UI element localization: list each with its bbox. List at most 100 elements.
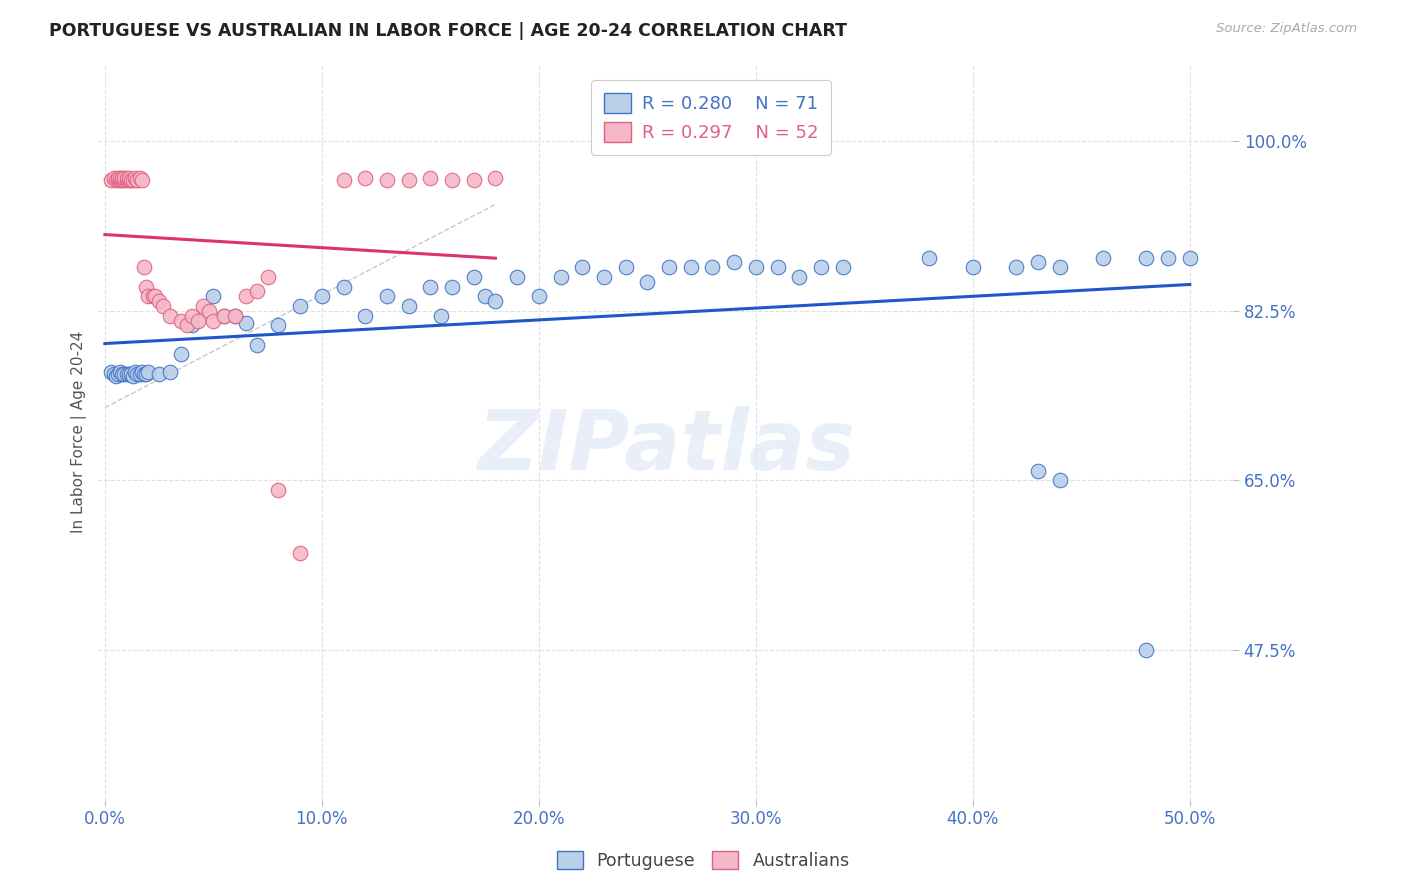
Point: [131, 173, 153, 187]
Point: [375, 289, 398, 303]
Point: [246, 337, 269, 351]
Point: [202, 289, 225, 303]
Point: [124, 365, 146, 379]
Text: Source: ZipAtlas.com: Source: ZipAtlas.com: [1216, 22, 1357, 36]
Point: [170, 313, 193, 327]
Point: [136, 365, 159, 379]
Point: [135, 367, 157, 381]
Point: [593, 269, 616, 284]
Point: [1026, 255, 1049, 269]
Point: [112, 367, 135, 381]
Point: [112, 171, 135, 186]
Point: [484, 171, 506, 186]
Point: [474, 289, 496, 303]
Point: [112, 173, 135, 187]
Point: [118, 367, 141, 381]
Point: [108, 173, 131, 187]
Point: [831, 260, 853, 275]
Point: [441, 173, 464, 187]
Point: [1178, 251, 1201, 265]
Point: [103, 171, 125, 186]
Point: [745, 260, 768, 275]
Point: [118, 171, 141, 186]
Point: [267, 483, 290, 497]
Point: [127, 173, 149, 187]
Point: [159, 309, 181, 323]
Point: [354, 309, 377, 323]
Point: [124, 171, 146, 186]
Point: [115, 367, 138, 381]
Point: [136, 289, 159, 303]
Point: [419, 279, 441, 293]
Point: [288, 299, 311, 313]
Point: [176, 318, 198, 333]
Point: [267, 318, 290, 333]
Legend: R = 0.280    N = 71, R = 0.297    N = 52: R = 0.280 N = 71, R = 0.297 N = 52: [592, 80, 831, 154]
Point: [103, 367, 125, 381]
Point: [127, 367, 149, 381]
Point: [122, 173, 145, 187]
Point: [810, 260, 832, 275]
Point: [636, 275, 658, 289]
Y-axis label: In Labor Force | Age 20-24: In Labor Force | Age 20-24: [72, 331, 87, 533]
Point: [1026, 463, 1049, 477]
Point: [962, 260, 984, 275]
Point: [107, 367, 129, 381]
Point: [332, 173, 354, 187]
Point: [108, 171, 131, 186]
Point: [202, 313, 225, 327]
Point: [107, 171, 129, 186]
Point: [571, 260, 593, 275]
Point: [107, 173, 129, 187]
Point: [120, 367, 142, 381]
Point: [132, 260, 155, 275]
Point: [1157, 251, 1180, 265]
Point: [332, 279, 354, 293]
Point: [131, 365, 153, 379]
Point: [198, 303, 221, 318]
Point: [723, 255, 745, 269]
Point: [375, 173, 398, 187]
Point: [398, 299, 420, 313]
Point: [118, 173, 141, 187]
Point: [256, 269, 278, 284]
Point: [100, 365, 122, 379]
Text: PORTUGUESE VS AUSTRALIAN IN LABOR FORCE | AGE 20-24 CORRELATION CHART: PORTUGUESE VS AUSTRALIAN IN LABOR FORCE …: [49, 22, 848, 40]
Point: [180, 309, 202, 323]
Point: [430, 309, 453, 323]
Point: [787, 269, 810, 284]
Point: [1135, 251, 1157, 265]
Point: [170, 347, 193, 361]
Point: [550, 269, 572, 284]
Point: [111, 367, 134, 381]
Legend: Portuguese, Australians: Portuguese, Australians: [548, 843, 858, 879]
Point: [484, 294, 506, 309]
Point: [527, 289, 550, 303]
Text: ZIPatlas: ZIPatlas: [477, 406, 855, 487]
Point: [1049, 473, 1071, 487]
Point: [142, 289, 165, 303]
Point: [398, 173, 420, 187]
Point: [148, 294, 170, 309]
Point: [104, 173, 127, 187]
Point: [143, 289, 166, 303]
Point: [135, 279, 157, 293]
Point: [100, 173, 122, 187]
Point: [187, 313, 209, 327]
Point: [191, 299, 214, 313]
Point: [212, 309, 235, 323]
Point: [702, 260, 724, 275]
Point: [235, 317, 257, 331]
Point: [658, 260, 681, 275]
Point: [128, 367, 150, 381]
Point: [506, 269, 529, 284]
Point: [180, 318, 202, 333]
Point: [132, 367, 155, 381]
Point: [463, 269, 485, 284]
Point: [115, 173, 138, 187]
Point: [108, 365, 131, 379]
Point: [1049, 260, 1071, 275]
Point: [311, 289, 333, 303]
Point: [128, 171, 150, 186]
Point: [354, 171, 377, 186]
